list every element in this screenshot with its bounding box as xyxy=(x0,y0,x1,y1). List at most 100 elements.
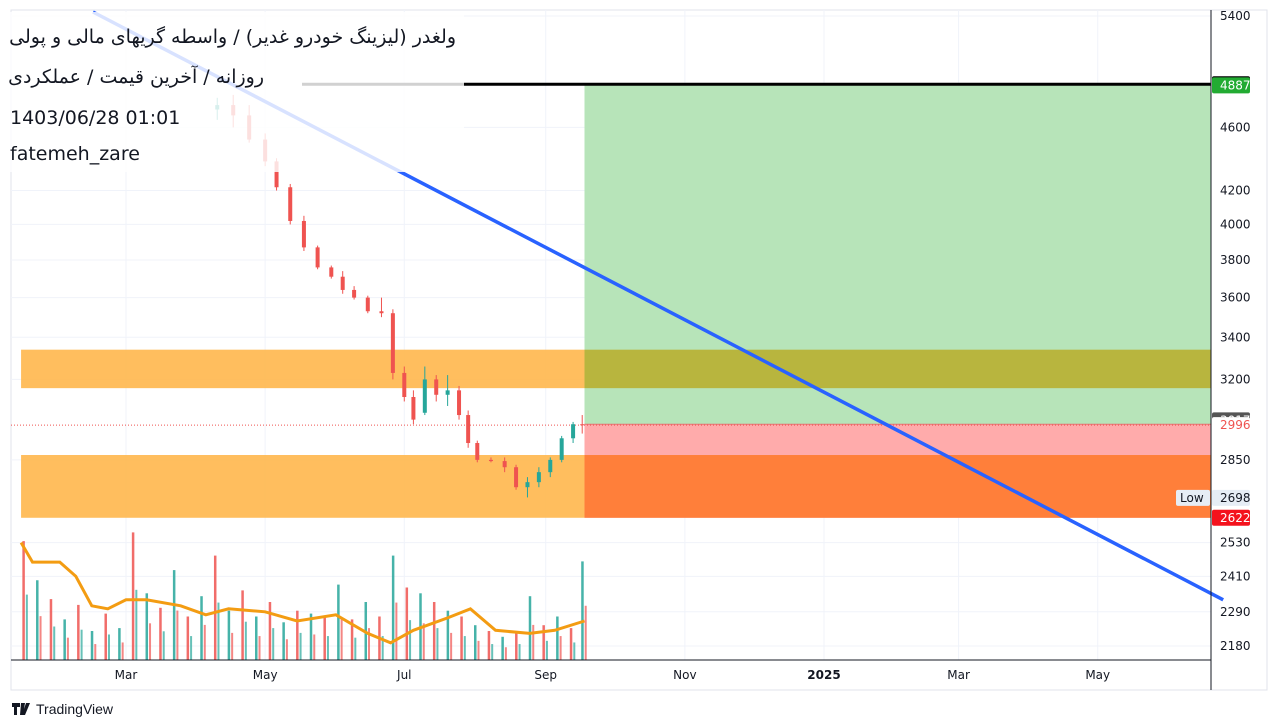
x-tick-label: Jul xyxy=(396,668,411,682)
y-tick-label: 2530 xyxy=(1220,536,1251,550)
candle-body xyxy=(301,220,306,248)
y-tick-label: 2410 xyxy=(1220,569,1251,583)
volume-bar xyxy=(381,636,384,660)
volume-bar xyxy=(354,637,357,660)
candle-body xyxy=(288,187,293,221)
x-tick-label: Sep xyxy=(534,668,557,682)
demand-zone xyxy=(21,455,585,518)
volume-bar xyxy=(518,644,521,660)
header-background xyxy=(10,12,464,172)
volume-bar xyxy=(53,626,56,660)
price-label-bg xyxy=(1212,417,1250,434)
x-tick-label: May xyxy=(1085,668,1110,682)
candle-body xyxy=(548,459,553,473)
volume-bar xyxy=(432,602,436,660)
volume-bar xyxy=(299,632,302,660)
volume-bar xyxy=(282,622,285,660)
volume-bar xyxy=(135,589,138,660)
volume-bar xyxy=(258,636,261,660)
price-label-bg xyxy=(1212,509,1250,526)
volume-bar xyxy=(313,634,316,660)
volume-bar xyxy=(39,616,42,660)
volume-bar xyxy=(326,636,329,660)
volume-bar xyxy=(528,596,532,660)
y-tick-label: 3400 xyxy=(1220,330,1251,344)
y-tick-label: 4200 xyxy=(1220,184,1251,198)
candle-body xyxy=(329,267,334,277)
volume-bar xyxy=(460,616,463,660)
candle-body xyxy=(580,424,585,426)
volume-bar xyxy=(104,613,107,660)
volume-bar xyxy=(244,621,247,660)
volume-bar xyxy=(309,613,313,660)
supply-zone-overlap xyxy=(584,349,1211,389)
candle-body xyxy=(445,390,450,395)
volume-bar xyxy=(255,616,258,660)
volume-bar xyxy=(573,642,576,660)
volume-bar xyxy=(200,596,203,660)
volume-bar xyxy=(584,605,587,660)
tradingview-logo-icon xyxy=(12,703,30,715)
volume-bar xyxy=(569,628,573,660)
volume-bar xyxy=(145,593,149,660)
candle-body xyxy=(475,443,480,460)
volume-bar xyxy=(190,636,193,660)
volume-bar xyxy=(66,637,69,660)
volume-bar xyxy=(49,599,53,660)
candle-body xyxy=(315,247,320,268)
volume-bar xyxy=(296,610,299,660)
candle-body xyxy=(274,161,279,188)
low-label: Low xyxy=(1180,491,1204,505)
price-label: 2698 xyxy=(1220,491,1251,505)
volume-bar xyxy=(176,610,179,660)
volume-bar xyxy=(491,644,494,660)
volume-bar xyxy=(391,555,395,660)
volume-bar xyxy=(217,602,220,660)
volume-bar xyxy=(121,642,124,660)
price-label-bg xyxy=(1212,77,1250,94)
candle-body xyxy=(466,415,471,444)
volume-bar xyxy=(532,624,535,660)
volume-bar xyxy=(463,636,466,660)
price-label: 2622 xyxy=(1220,511,1251,525)
y-tick-label: 2180 xyxy=(1220,639,1251,653)
volume-bar xyxy=(285,639,288,660)
volume-bar xyxy=(77,604,80,660)
volume-bar xyxy=(542,625,545,660)
tradingview-logo[interactable]: TradingView xyxy=(12,701,113,717)
y-tick-label: 3600 xyxy=(1220,291,1251,305)
volume-bar xyxy=(241,590,244,660)
demand-zone-overlap xyxy=(584,455,1211,518)
volume-bar xyxy=(436,628,439,660)
candle-body xyxy=(379,311,384,314)
volume-bar xyxy=(368,628,371,660)
volume-bar xyxy=(203,624,206,660)
volume-bar xyxy=(36,580,39,660)
candle-body xyxy=(571,424,576,439)
volume-bar xyxy=(446,610,450,660)
volume-bar xyxy=(323,616,326,660)
price-label-bg xyxy=(1212,489,1250,506)
volume-bar xyxy=(25,594,28,660)
tradingview-brand: TradingView xyxy=(36,701,114,717)
candle-body xyxy=(525,482,530,488)
volume-bar xyxy=(515,631,518,660)
candle-body xyxy=(457,390,462,416)
candle-body xyxy=(434,379,439,395)
volume-bar xyxy=(501,636,504,660)
chart-datetime: 1403/06/28 01:01 xyxy=(10,107,181,129)
volume-bar xyxy=(450,632,453,660)
y-tick-label: 4600 xyxy=(1220,120,1251,134)
candle-body xyxy=(352,289,357,298)
candle-body xyxy=(488,459,493,462)
volume-bar xyxy=(272,628,275,660)
volume-bar xyxy=(474,625,477,660)
price-label: 2996 xyxy=(1220,418,1251,432)
low-label-bg xyxy=(1176,489,1210,506)
candle-body xyxy=(390,313,395,373)
volume-bar xyxy=(504,647,507,660)
volume-bar xyxy=(94,644,97,660)
volume-bar xyxy=(22,541,25,660)
